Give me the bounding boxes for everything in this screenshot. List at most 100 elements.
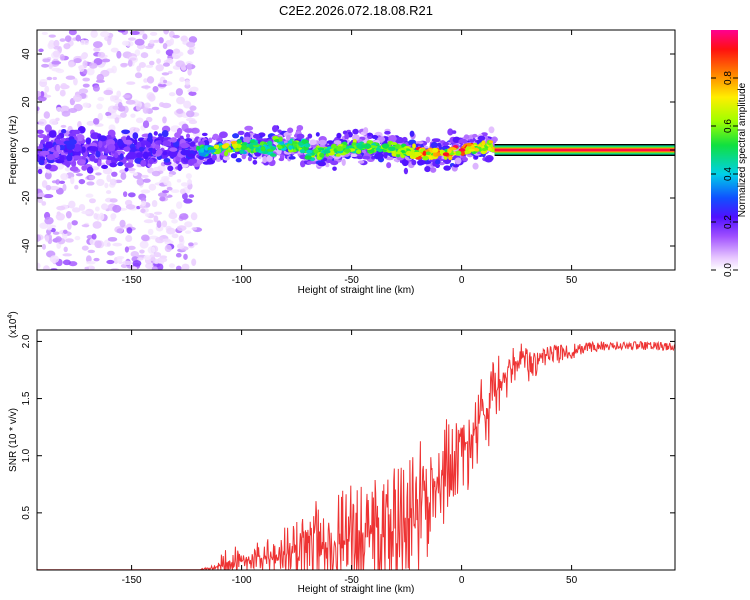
heatmap-cell <box>107 37 112 46</box>
heatmap-cell <box>184 79 190 86</box>
heatmap-cell <box>344 133 350 140</box>
heatmap-cell <box>138 146 145 152</box>
heatmap-cell <box>109 178 117 186</box>
heatmap-cell <box>45 141 53 149</box>
heatmap-cell <box>39 78 48 83</box>
heatmap-cell <box>153 39 160 43</box>
heatmap-cell <box>159 102 165 108</box>
heatmap-cell <box>189 86 199 93</box>
heatmap-cell <box>97 112 103 121</box>
heatmap-cell <box>127 59 133 67</box>
heatmap-cell <box>109 95 116 102</box>
heatmap-cell <box>140 174 149 178</box>
y-tick-label: -40 <box>21 238 32 253</box>
heatmap-cell <box>170 189 180 194</box>
heatmap-cell <box>461 157 468 162</box>
colorbar: 0.0 0.2 0.4 0.6 0.8 Normalized spectral ampl… <box>711 30 748 277</box>
heatmap-cell <box>75 173 84 177</box>
heatmap-cell <box>38 143 44 150</box>
heatmap-cell <box>213 144 220 150</box>
heatmap-cell <box>43 194 54 199</box>
heatmap-cell <box>142 120 150 129</box>
heatmap-cell <box>443 165 451 171</box>
heatmap-cell <box>39 150 50 156</box>
colorbar-label: Normalized spectral amplitude <box>737 82 748 217</box>
heatmap-cell <box>45 184 52 191</box>
heatmap-cell <box>351 134 360 141</box>
heatmap-cell <box>143 219 154 224</box>
heatmap-cell <box>169 147 178 152</box>
heatmap-cell <box>385 156 394 161</box>
heatmap-cell <box>78 65 85 72</box>
heatmap-cell <box>103 89 114 96</box>
heatmap-cell <box>412 143 416 149</box>
heatmap-cell <box>487 146 492 152</box>
heatmap-cell <box>447 128 454 136</box>
heatmap-cell <box>191 258 197 267</box>
heatmap-cell <box>78 88 89 94</box>
heatmap-cell <box>80 39 86 46</box>
heatmap-cell <box>469 139 475 143</box>
heatmap-cell <box>148 254 156 262</box>
heatmap-cell <box>166 186 173 191</box>
heatmap-cell <box>260 145 266 152</box>
heatmap-cell <box>138 62 146 68</box>
heatmap-cell <box>191 227 198 231</box>
heatmap-cell <box>371 134 379 140</box>
heatmap-cell <box>68 108 78 113</box>
heatmap-cell <box>146 76 155 84</box>
heatmap-cell <box>239 149 244 154</box>
heatmap-cell <box>164 244 172 253</box>
heatmap-cell <box>342 144 347 149</box>
heatmap-cell <box>126 81 136 85</box>
y-axis-ticks-bottom: 2.0 1.5 1.0 0.5 <box>21 334 675 520</box>
heatmap-cell <box>362 155 371 160</box>
heatmap-cell <box>140 52 149 59</box>
heatmap-cell <box>180 182 189 187</box>
heatmap-cell <box>148 183 157 191</box>
heatmap-cell <box>240 142 248 147</box>
heatmap-cell <box>149 31 158 36</box>
heatmap-cell <box>169 38 175 46</box>
y-axis-ticks-top: 40 20 0 -20 -40 <box>21 48 675 253</box>
heatmap-cell <box>278 157 285 162</box>
heatmap-cell <box>78 179 86 185</box>
colorbar-tick-label: 0.2 <box>723 215 734 229</box>
heatmap-cell <box>65 161 71 168</box>
heatmap-cell <box>91 233 97 240</box>
heatmap-cell <box>79 159 86 165</box>
heatmap-cell <box>92 221 102 229</box>
heatmap-cell <box>415 140 424 145</box>
heatmap-cell <box>38 159 45 166</box>
heatmap-cell <box>367 132 372 137</box>
heatmap-cell <box>181 263 190 270</box>
heatmap-cell <box>179 213 189 220</box>
heatmap-cell <box>59 180 66 184</box>
heatmap-cell <box>157 257 168 263</box>
heatmap-cell <box>244 125 254 131</box>
heatmap-cell <box>117 161 124 167</box>
heatmap-cell <box>287 127 294 134</box>
heatmap-cell <box>60 82 68 90</box>
heatmap-cell <box>388 146 396 152</box>
heatmap-cell <box>47 227 52 231</box>
heatmap-cell <box>136 177 145 186</box>
heatmap-cell <box>226 149 234 153</box>
heatmap-cell <box>333 140 342 145</box>
heatmap-cell <box>149 39 155 45</box>
heatmap-cell <box>179 188 186 195</box>
heatmap-cell <box>186 63 192 70</box>
heatmap-cell <box>151 266 159 270</box>
heatmap-cell <box>54 83 61 92</box>
heatmap-cell <box>65 210 72 219</box>
x-axis-ticks-bottom: -150 -100 -50 0 50 <box>122 330 578 586</box>
heatmap-cell <box>266 155 273 163</box>
y-multiplier: (x104) <box>7 311 19 338</box>
heatmap-cell <box>357 160 365 164</box>
heatmap-cell <box>117 30 126 33</box>
heatmap-cell <box>110 213 117 220</box>
colorbar-gradient <box>711 30 738 270</box>
heatmap-cell <box>134 49 141 57</box>
heatmap-cell <box>455 150 462 156</box>
heatmap-cell <box>161 220 168 228</box>
